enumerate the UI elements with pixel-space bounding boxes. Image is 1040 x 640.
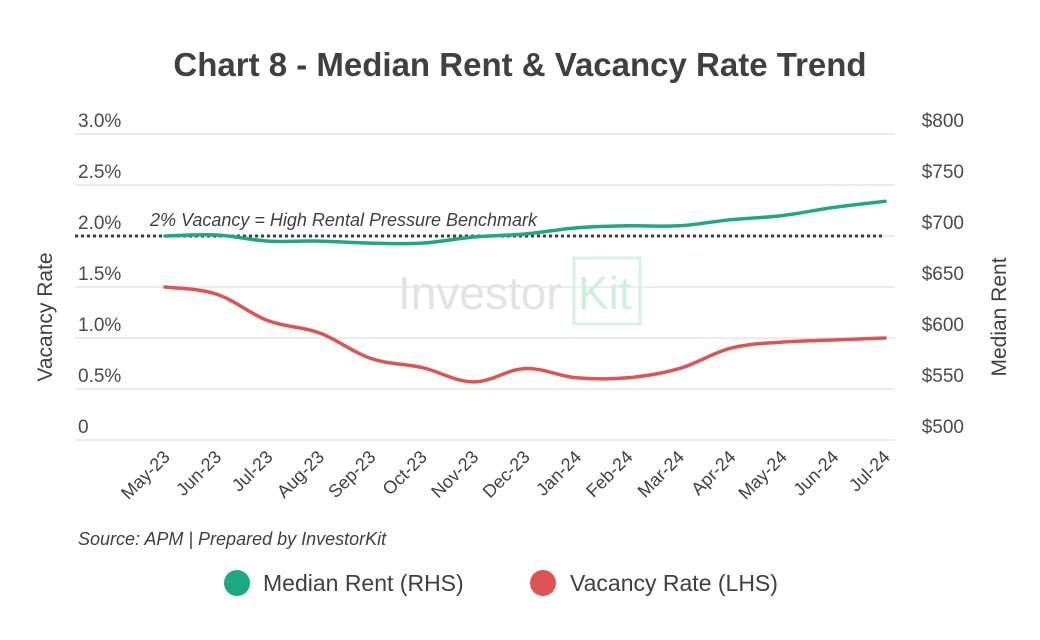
x-tick-label: Jun-23 xyxy=(172,447,225,500)
watermark-text: Investor xyxy=(398,267,562,319)
legend-swatch-median-rent xyxy=(224,570,250,596)
left-axis-ticks: 0 0.5% 1.0% 1.5% 2.0% 2.5% 3.0% xyxy=(78,111,121,438)
x-tick-label: Oct-23 xyxy=(379,447,431,499)
x-tick-label: Dec-23 xyxy=(479,447,534,502)
right-axis-ticks: $500 $550 $600 $650 $700 $750 $800 xyxy=(922,111,964,438)
legend-swatch-vacancy-rate xyxy=(530,570,556,596)
left-tick-label: 2.5% xyxy=(78,162,121,183)
x-tick-label: May-24 xyxy=(734,447,791,504)
right-tick-label: $700 xyxy=(922,213,964,234)
left-tick-label: 3.0% xyxy=(78,111,121,132)
left-tick-label: 1.0% xyxy=(78,315,121,336)
x-tick-label: Mar-24 xyxy=(634,447,688,501)
series-lines xyxy=(163,199,887,384)
watermark-kit: Kit xyxy=(578,267,632,319)
right-tick-label: $500 xyxy=(922,417,964,438)
right-tick-label: $650 xyxy=(922,264,964,285)
left-tick-label: 0 xyxy=(78,417,89,438)
right-tick-label: $600 xyxy=(922,315,964,336)
left-axis-title: Vacancy Rate xyxy=(34,252,57,381)
right-tick-label: $800 xyxy=(922,111,964,132)
right-axis-title: Median Rent xyxy=(988,257,1011,376)
legend: Median Rent (RHS) Vacancy Rate (LHS) xyxy=(224,570,778,596)
x-tick-label: Feb-24 xyxy=(582,447,636,501)
legend-label-median-rent: Median Rent (RHS) xyxy=(263,570,464,596)
left-tick-label: 2.0% xyxy=(78,213,121,234)
x-tick-label: Nov-23 xyxy=(427,447,482,502)
left-tick-label: 0.5% xyxy=(78,366,121,387)
benchmark-label: 2% Vacancy = High Rental Pressure Benchm… xyxy=(149,210,538,230)
left-tick-label: 1.5% xyxy=(78,264,121,285)
x-tick-label: Jul-23 xyxy=(228,447,277,496)
series-line-vacancy-rate xyxy=(163,285,887,384)
x-tick-label: Aug-23 xyxy=(273,447,328,502)
x-tick-label: Jul-24 xyxy=(845,447,894,496)
legend-label-vacancy-rate: Vacancy Rate (LHS) xyxy=(570,570,778,596)
x-tick-label: Jun-24 xyxy=(789,447,842,500)
series-line-median-rent xyxy=(163,199,887,246)
x-tick-label: Apr-24 xyxy=(687,447,739,499)
watermark-box xyxy=(572,256,642,326)
x-tick-label: Sep-23 xyxy=(324,447,379,502)
chart-title: Chart 8 - Median Rent & Vacancy Rate Tre… xyxy=(173,46,866,83)
right-tick-label: $750 xyxy=(922,162,964,183)
source-note: Source: APM | Prepared by InvestorKit xyxy=(78,529,387,549)
x-tick-label: Jan-24 xyxy=(532,447,585,500)
x-tick-label: May-23 xyxy=(117,447,174,504)
watermark-logo: Investor Kit xyxy=(398,256,642,326)
benchmark-group: 2% Vacancy = High Rental Pressure Benchm… xyxy=(75,210,885,238)
right-tick-label: $550 xyxy=(922,366,964,387)
